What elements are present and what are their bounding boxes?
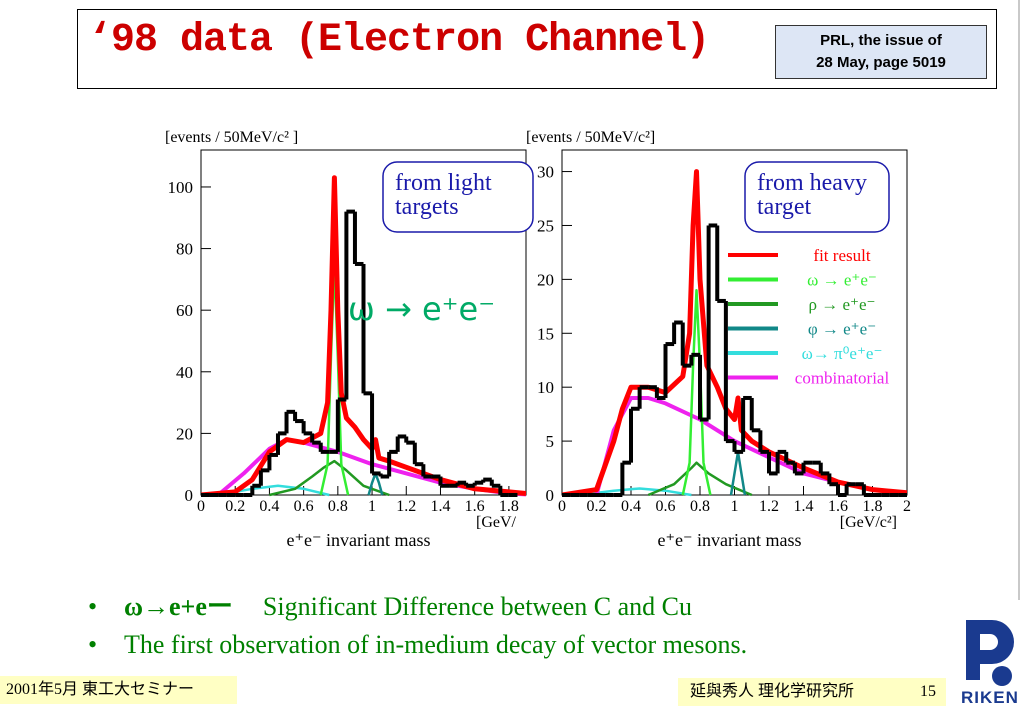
plot-area <box>562 169 907 497</box>
y-tick-label: 5 <box>546 432 555 451</box>
bullet-marker: • <box>88 592 98 621</box>
footer-author-name: 延與秀人 理化学研究所 <box>690 683 855 700</box>
y-tick-label: 80 <box>176 240 193 259</box>
y-tick-label: 30 <box>537 163 554 182</box>
bullet-marker: • <box>88 630 98 659</box>
slide-edge <box>1018 0 1020 600</box>
omega-annotation: ω → e⁺e⁻ <box>348 290 495 328</box>
bullet-2-text: The first observation of in-medium decay… <box>124 630 748 659</box>
plot-area <box>201 175 526 497</box>
x-tick-label: 0 <box>197 498 205 515</box>
x-tick-label: 0.8 <box>690 498 710 515</box>
legend-label: combinatorial <box>795 369 890 388</box>
x-tick-label: 0.2 <box>225 498 245 515</box>
x-tick-label: 0.2 <box>587 498 607 515</box>
x-tick-label: 0 <box>558 498 566 515</box>
x-tick-label: 1 <box>731 498 739 515</box>
y-tick-label: 20 <box>176 424 193 443</box>
target-label-line-1: from heavy <box>757 170 867 196</box>
legend-label: ρ → e⁺e⁻ <box>808 295 875 314</box>
x-tick-label: 0.6 <box>656 498 676 515</box>
y-tick-label: 10 <box>537 378 554 397</box>
dalitz-curve <box>579 487 692 497</box>
x-tick-label: 1 <box>368 498 376 515</box>
x-axis-unit: [GeV/ <box>476 514 517 531</box>
y-tick-label: 25 <box>537 216 554 235</box>
x-tick-label: 1.4 <box>430 498 450 515</box>
x-axis-unit: [GeV/c²] <box>840 514 897 531</box>
x-axis-label: e⁺e⁻ invariant mass <box>658 530 802 550</box>
x-axis-label: e⁺e⁻ invariant mass <box>287 530 431 550</box>
footer-author: 延與秀人 理化学研究所 15 <box>678 678 946 706</box>
x-tick-label: 1.2 <box>759 498 779 515</box>
legend-label: φ → e⁺e⁻ <box>808 320 876 339</box>
rho-curve <box>647 461 753 497</box>
x-tick-label: 1.2 <box>396 498 416 515</box>
legend-label: ω → e⁺e⁻ <box>807 271 877 290</box>
x-tick-label: 1.4 <box>794 498 814 515</box>
x-tick-label: 0.4 <box>259 498 279 515</box>
reference-line-1: PRL, the issue of <box>820 32 942 49</box>
y-tick-label: 0 <box>185 486 194 505</box>
x-tick-label: 1.8 <box>499 498 519 515</box>
x-tick-label: 1.6 <box>828 498 848 515</box>
y-tick-label: 100 <box>168 178 194 197</box>
y-tick-label: 60 <box>176 301 193 320</box>
y-tick-label: 15 <box>537 324 554 343</box>
reference-box: PRL, the issue of 28 May, page 5019 <box>775 25 987 79</box>
y-axis-label: [events / 50MeV/c² ] <box>165 129 298 146</box>
chart-1: 0 20 40 60 80 100 0 0.2 0.4 0.6 0.8 1 1.2 1.4 1.6 1.8 [e… <box>165 129 534 550</box>
x-tick-label: 0.4 <box>621 498 641 515</box>
target-label-line-1: from light <box>395 170 492 196</box>
target-label-line-2: targets <box>395 194 459 220</box>
title-box: ‘98 data (Electron Channel) PRL, the iss… <box>77 9 997 89</box>
bullet-1-decay: ω→e+eー <box>124 592 233 621</box>
target-label-box <box>744 161 890 233</box>
bullet-1-text: Significant Difference between C and Cu <box>262 592 693 621</box>
y-tick-label: 40 <box>176 363 193 382</box>
page-number: 15 <box>920 683 936 700</box>
target-label-line-2: target <box>757 194 812 220</box>
riken-logo-text: RIKEN <box>961 688 1019 707</box>
x-tick-label: 0.6 <box>294 498 314 515</box>
target-label-box <box>382 161 534 233</box>
footer-date: 2001年5月 東工大セミナー <box>0 676 237 704</box>
x-tick-label: 1.8 <box>863 498 883 515</box>
x-tick-label: 0.8 <box>328 498 348 515</box>
y-axis-label: [events / 50MeV/c²] <box>526 129 655 146</box>
chart-2: 0 5 10 15 20 25 30 0 0.2 0.4 0.6 0.8 1 1.2 1.4 1.6 1.8 2 [… <box>526 129 911 550</box>
x-tick-label: 1.6 <box>465 498 485 515</box>
bullet-item-1: • ω→e+eー Significant Difference between … <box>88 588 747 626</box>
omega-curve <box>681 288 712 496</box>
legend-label: ω→ π⁰e⁺e⁻ <box>802 344 883 363</box>
fit-curve <box>562 169 907 497</box>
legend-label: fit result <box>813 246 870 265</box>
bullet-item-2: • The first observation of in-medium dec… <box>88 626 747 664</box>
rho-curve <box>269 459 390 497</box>
plot-frame <box>200 149 527 496</box>
riken-logo-icon <box>966 620 1014 686</box>
reference-line-2: 28 May, page 5019 <box>816 54 946 71</box>
x-tick-label: 2 <box>903 498 911 515</box>
slide-title: ‘98 data (Electron Channel) <box>88 18 710 63</box>
bullet-list: • ω→e+eー Significant Difference between … <box>88 588 747 664</box>
phi-curve <box>367 472 384 496</box>
fit-curve <box>201 175 526 497</box>
y-tick-label: 20 <box>537 270 554 289</box>
y-tick-label: 0 <box>546 486 555 505</box>
